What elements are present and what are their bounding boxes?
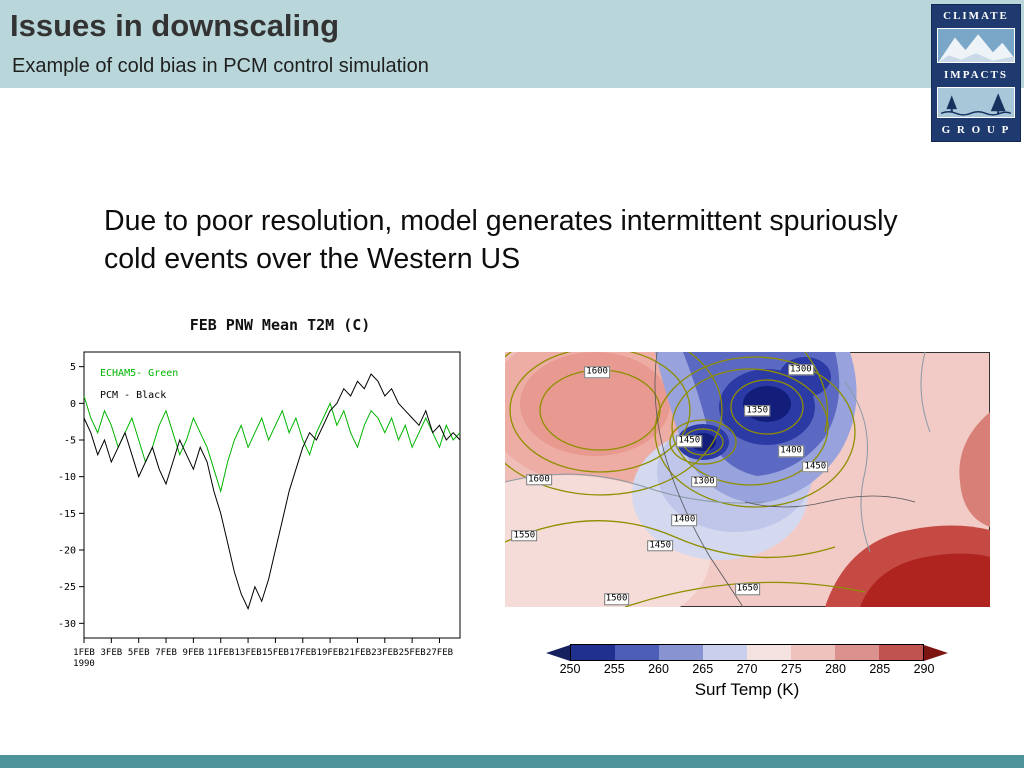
- colorbar-segment: [879, 645, 923, 660]
- colorbar-strip: [570, 644, 924, 661]
- logo-text-group: G R O U P: [941, 124, 1011, 136]
- contour-label: 1600: [584, 366, 610, 379]
- y-tick-label: -15: [58, 509, 76, 520]
- colorbar-segment: [747, 645, 791, 660]
- x-tick-year-label: 1990: [73, 659, 95, 669]
- contour-label: 1350: [744, 404, 771, 417]
- slide-title: Issues in downscaling: [10, 8, 340, 43]
- contour-label: 1500: [603, 593, 630, 606]
- series-line-pcm: [83, 373, 461, 611]
- bottom-bar: [0, 755, 1024, 768]
- x-tick-label: 1FEB: [73, 648, 95, 658]
- body-text: Due to poor resolution, model generates …: [104, 205, 898, 275]
- y-tick-label: -5: [64, 436, 76, 447]
- logo-mountains-graphic: [937, 27, 1015, 64]
- colorbar-segment: [615, 645, 659, 660]
- colorbar-tick-label: 270: [736, 662, 758, 676]
- map-graphic: [505, 352, 990, 607]
- contour-label: 1450: [647, 540, 674, 552]
- x-tick-label: 7FEB: [155, 648, 177, 658]
- x-tick-label: 21FEB: [344, 648, 371, 658]
- colorbar-right-arrow: [924, 644, 948, 661]
- y-tick-label: 0: [70, 399, 76, 410]
- contour-label: 1400: [778, 445, 804, 458]
- contour-label: 1300: [691, 476, 717, 488]
- x-tick-label: 25FEB: [399, 648, 426, 658]
- x-tick-label: 15FEB: [262, 648, 289, 658]
- y-tick-label: -20: [58, 546, 76, 557]
- colorbar-tick-label: 290: [913, 662, 935, 676]
- contour-label: 1450: [676, 435, 703, 447]
- climate-impacts-group-logo: CLIMATE IMPACTS G R O U P: [931, 4, 1021, 142]
- colorbar-tick-label: 260: [648, 662, 669, 676]
- x-tick-label: 11FEB: [207, 648, 234, 658]
- colorbar-segment: [571, 645, 615, 660]
- contour-label: 1450: [802, 461, 829, 473]
- x-tick-label: 27FEB: [426, 648, 453, 658]
- y-tick-label: 5: [70, 362, 76, 373]
- colorbar-segment: [659, 645, 703, 660]
- x-tick-label: 3FEB: [101, 648, 123, 658]
- x-tick-label: 17FEB: [289, 648, 316, 658]
- contour-label: 1550: [511, 529, 538, 542]
- x-tick-label: 9FEB: [183, 648, 205, 658]
- colorbar-tick-label: 250: [559, 662, 581, 676]
- contour-label: 1300: [788, 364, 814, 376]
- contour-label: 1400: [671, 514, 698, 527]
- colorbar-segment: [791, 645, 835, 660]
- colorbar-tick-label: 285: [869, 662, 891, 676]
- colorbar-tick-label: 280: [825, 662, 846, 676]
- y-tick-label: -30: [58, 619, 76, 630]
- colorbar-tick-label: 265: [692, 662, 714, 676]
- colorbar: 250 255 260 265 270 275 280 285 290 Surf Temp (K…: [537, 644, 957, 700]
- colorbar-strip-row: [537, 644, 957, 661]
- x-tick-label: 19FEB: [317, 648, 344, 658]
- colorbar-segment: [835, 645, 879, 660]
- contour-label: 1650: [734, 583, 761, 595]
- timeseries-chart-box: FEB PNW Mean T2M (C) 5 0 -5 -10 -15 -20 -25 -30…: [36, 316, 486, 680]
- logo-text-impacts: IMPACTS: [944, 69, 1008, 82]
- colorbar-left-arrow: [546, 644, 570, 661]
- colorbar-tick-label: 275: [780, 662, 802, 676]
- chart-title: FEB PNW Mean T2M (C): [189, 316, 371, 334]
- legend-entry: PCM - Black: [100, 390, 166, 401]
- colorbar-tick-label: 255: [603, 662, 625, 676]
- x-tick-label: 13FEB: [235, 648, 262, 658]
- contour-label: 1600: [526, 473, 552, 486]
- logo-trees-graphic: [937, 86, 1015, 119]
- legend-entry: ECHAM5- Green: [100, 368, 178, 379]
- y-tick-label: -10: [58, 472, 76, 483]
- slide-header: Issues in downscaling Example of cold bi…: [0, 0, 1024, 88]
- colorbar-label: Surf Temp (K): [694, 680, 800, 699]
- y-tick-label: -25: [58, 582, 76, 593]
- x-tick-label: 23FEB: [371, 648, 398, 658]
- x-tick-label: 5FEB: [128, 648, 150, 658]
- colorbar-ticks: 250 255 260 265 270 275 280 285 290: [560, 662, 935, 677]
- slide-subtitle: Example of cold bias in PCM control simu…: [12, 55, 429, 77]
- logo-text-climate: CLIMATE: [943, 10, 1009, 22]
- colorbar-segment: [703, 645, 747, 660]
- surface-temp-map: 1600 1300 1350 1450 1400 1300 1450 1600 1550 1400…: [505, 352, 990, 607]
- contour-labels-layer: 1600 1300 1350 1450 1400 1300 1450 1600 1550 1400…: [505, 352, 990, 607]
